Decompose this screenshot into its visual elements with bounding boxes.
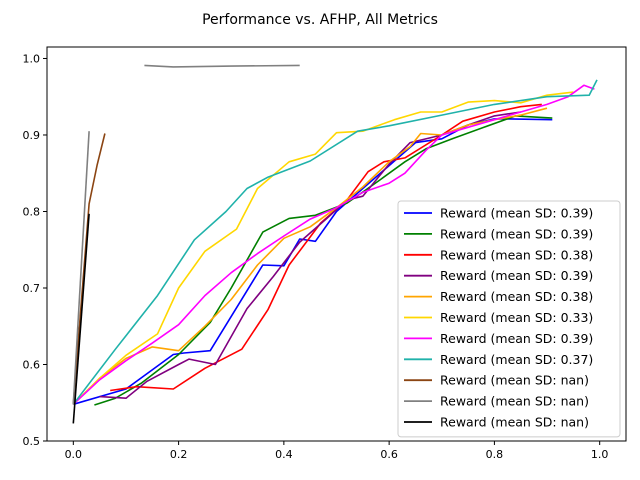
legend-label: Reward (mean SD: 0.33) xyxy=(440,310,593,325)
series-line-6 xyxy=(72,91,574,405)
legend-label: Reward (mean SD: 0.39) xyxy=(440,226,593,241)
legend-label: Reward (mean SD: nan) xyxy=(440,373,589,388)
legend-label: Reward (mean SD: nan) xyxy=(440,394,589,409)
series-line-5 xyxy=(72,107,548,405)
legend-label: Reward (mean SD: 0.38) xyxy=(440,289,593,304)
x-tick-label: 0.4 xyxy=(275,448,293,461)
axes-frame xyxy=(46,46,627,442)
series-line-11 xyxy=(72,213,90,424)
legend-label: Reward (mean SD: 0.39) xyxy=(440,206,593,221)
y-tick-label: 1.0 xyxy=(23,52,41,65)
x-tick-label: 0.2 xyxy=(170,448,188,461)
legend-box xyxy=(397,200,621,438)
chart-title: Performance vs. AFHP, All Metrics xyxy=(202,12,438,28)
legend-label: Reward (mean SD: 0.38) xyxy=(440,247,593,262)
y-tick-label: 0.8 xyxy=(23,205,41,218)
series-line-2 xyxy=(94,115,553,406)
series-line-10 xyxy=(72,131,90,405)
x-tick-label: 0.6 xyxy=(380,448,398,461)
series-layer xyxy=(72,64,598,424)
x-tick-label: 1.0 xyxy=(591,448,609,461)
legend-label: Reward (mean SD: 0.37) xyxy=(440,352,593,367)
series-line-7 xyxy=(72,84,595,405)
series-line-9 xyxy=(72,133,106,405)
y-tick-label: 0.5 xyxy=(23,435,41,448)
series-line-8 xyxy=(72,79,598,405)
legend: Reward (mean SD: 0.39) Reward (mean SD: 0… xyxy=(397,200,621,438)
series-line-12 xyxy=(144,64,300,68)
legend-label: Reward (mean SD: 0.39) xyxy=(440,268,593,283)
ticks-layer: 0.0 0.2 0.4 0.6 0.8 1.0 0.5 0.6 0.7 0.8 0.9 1.0 xyxy=(23,52,609,461)
y-tick-label: 0.9 xyxy=(23,129,41,142)
legend-label: Reward (mean SD: 0.39) xyxy=(440,331,593,346)
x-tick-label: 0.8 xyxy=(486,448,504,461)
legend-label: Reward (mean SD: nan) xyxy=(440,415,589,430)
x-tick-label: 0.0 xyxy=(65,448,83,461)
y-tick-label: 0.6 xyxy=(23,358,41,371)
y-tick-label: 0.7 xyxy=(23,282,41,295)
